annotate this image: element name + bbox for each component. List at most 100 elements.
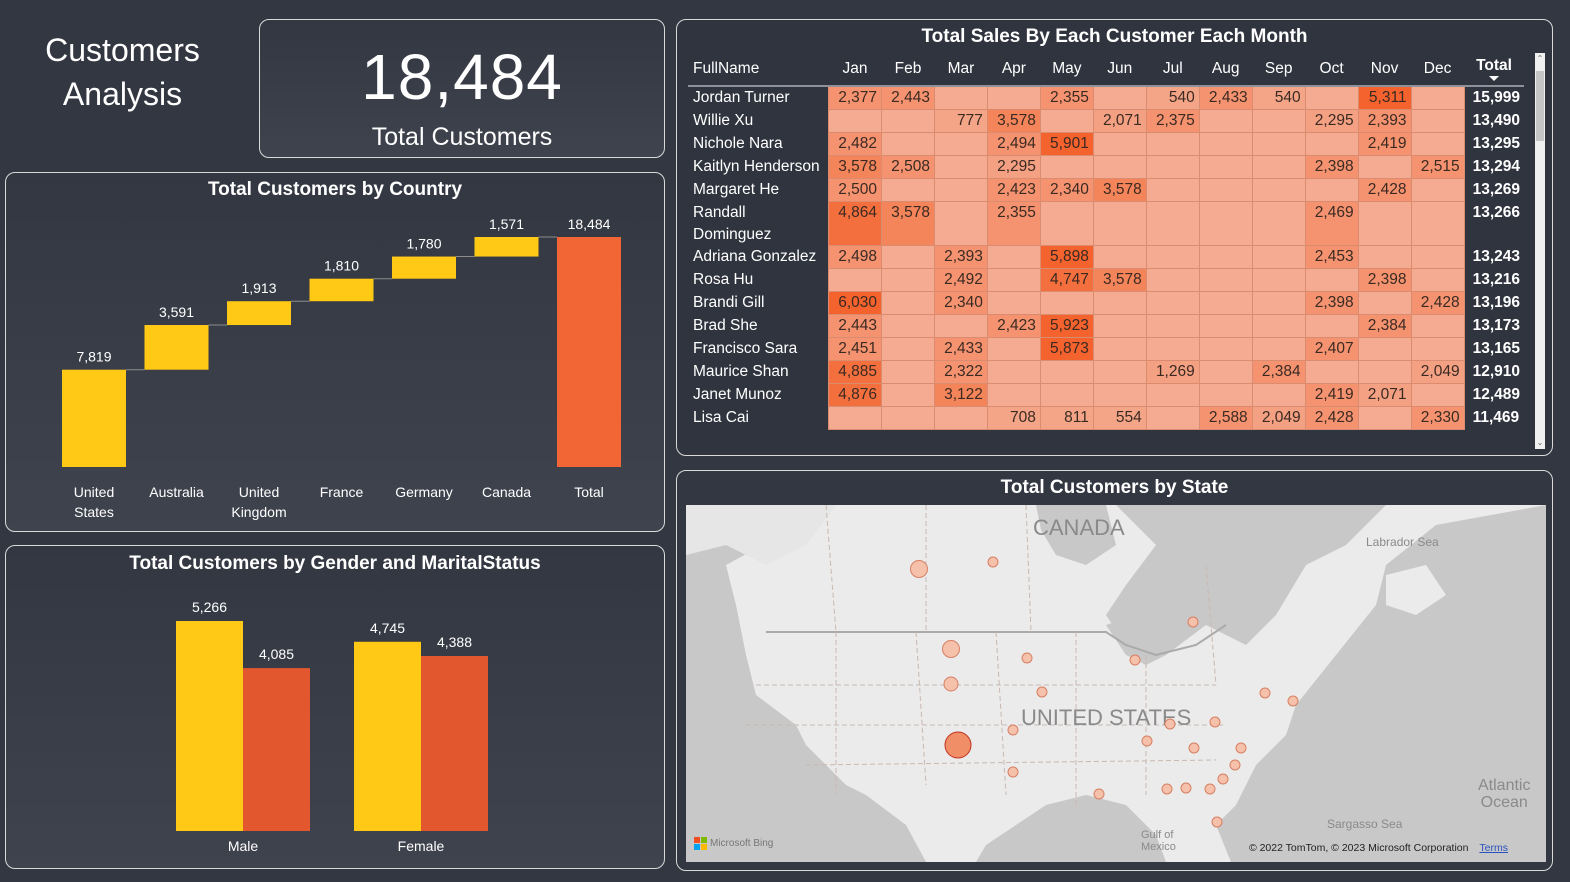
chart-title: Total Customers by Gender and MaritalSta… — [129, 553, 541, 574]
row-name: Jordan Turner — [693, 89, 790, 106]
map-bubbles — [910, 556, 1299, 828]
total-customers-card[interactable]: 18,484 Total Customers — [259, 19, 665, 158]
matrix-cell: 5,873 — [1039, 337, 1094, 361]
matrix-cell — [1198, 360, 1253, 384]
matrix-row[interactable]: Margaret He 2,500 2,423 2,340 3,578 2,428 13,2… — [688, 178, 1524, 202]
matrix-row[interactable]: Kaitlyn Henderson 3,578 2,508 2,295 2,398 2,5… — [688, 155, 1524, 179]
column-header-month[interactable]: Dec — [1411, 52, 1465, 87]
category-label: States — [74, 504, 114, 520]
matrix-cell — [1145, 314, 1200, 338]
matrix-row[interactable]: Nichole Nara 2,482 2,494 5,901 2,419 13,295 — [688, 132, 1524, 156]
gender-marital-chart[interactable]: Total Customers by Gender and MaritalSta… — [5, 545, 665, 869]
matrix-cell: 6,030 — [828, 291, 883, 315]
matrix-cell: 2,049 — [1251, 406, 1306, 430]
matrix-cell: 5,311 — [1357, 85, 1412, 110]
matrix-row[interactable]: Lisa Cai 708 811 554 2,588 2,049 2,428 2,330 11,… — [688, 406, 1524, 430]
scroll-thumb[interactable] — [1536, 71, 1544, 141]
scroll-down-icon[interactable]: ⌄ — [1536, 438, 1544, 447]
row-name: Brad She — [693, 316, 758, 334]
sales-matrix: FullName Jan Feb Mar Apr May Jun Jul Aug Sep Oct No… — [688, 52, 1524, 430]
scroll-up-icon[interactable]: ⌃ — [1536, 54, 1544, 63]
column-header-month[interactable]: Sep — [1252, 52, 1306, 87]
page-title-line1: Customers — [45, 32, 200, 68]
country-waterfall-chart[interactable]: Total Customers by Country 7,819 United St… — [5, 172, 665, 532]
matrix-row[interactable]: Francisco Sara 2,451 2,433 5,873 2,407 13,165 — [688, 337, 1524, 361]
matrix-cell: 2,433 — [933, 337, 988, 361]
matrix-cell: 2,322 — [933, 360, 988, 384]
matrix-cell — [1251, 178, 1306, 202]
matrix-row[interactable]: Rosa Hu 2,492 4,747 3,578 2,398 13,216 — [688, 268, 1524, 292]
label-canada: CANADA — [1033, 515, 1125, 540]
column-header-month[interactable]: Jun — [1093, 52, 1147, 87]
column-header-month[interactable]: Feb — [881, 52, 935, 87]
column-header-month[interactable]: Oct — [1305, 52, 1359, 87]
column-header-month[interactable]: Mar — [934, 52, 988, 87]
matrix-row[interactable]: Willie Xu 777 3,578 2,071 2,375 2,295 2,393 13,… — [688, 109, 1524, 133]
data-label: 5,266 — [192, 599, 227, 615]
row-total: 12,910 — [1464, 360, 1524, 384]
state-bubble — [987, 556, 999, 568]
matrix-cell: 540 — [1145, 85, 1200, 110]
data-label: 4,745 — [370, 620, 405, 636]
column-header-month[interactable]: May — [1040, 52, 1094, 87]
matrix-cell: 2,419 — [1304, 383, 1359, 407]
matrix-cell — [1251, 201, 1306, 246]
column-header-total[interactable]: Total — [1464, 52, 1524, 87]
matrix-cell — [1092, 383, 1147, 407]
column-header-month[interactable]: Aug — [1199, 52, 1253, 87]
matrix-cell: 2,588 — [1198, 406, 1253, 430]
matrix-cell: 2,393 — [933, 245, 988, 269]
matrix-row[interactable]: Brad She 2,443 2,423 5,923 2,384 13,173 — [688, 314, 1524, 338]
matrix-table-container[interactable]: FullName Jan Feb Mar Apr May Jun Jul Aug Sep Oct No… — [688, 52, 1524, 450]
land-north-america — [726, 505, 1546, 862]
matrix-row[interactable]: Brandi Gill 6,030 2,340 2,398 2,428 13,196 — [688, 291, 1524, 315]
column-header-month[interactable]: Nov — [1358, 52, 1412, 87]
state-map-card[interactable]: Total Customers by State CANADA UNITED S… — [676, 470, 1553, 871]
matrix-cell — [1304, 85, 1359, 110]
matrix-cell — [1251, 268, 1306, 292]
matrix-cell: 3,578 — [828, 155, 883, 179]
column-header-month[interactable]: Apr — [987, 52, 1041, 87]
matrix-row[interactable]: Jordan Turner 2,377 2,443 2,355 540 2,433 540 5… — [688, 85, 1524, 110]
map-canvas[interactable]: CANADA UNITED STATES Labrador Sea Atlant… — [686, 505, 1546, 862]
matrix-cell: 2,482 — [828, 132, 883, 156]
matrix-cell — [1304, 268, 1359, 292]
matrix-cell: 2,469 — [1304, 201, 1359, 246]
category-label: Kingdom — [231, 504, 286, 520]
column-header-fullname[interactable]: FullName — [688, 52, 829, 87]
state-bubble — [1021, 652, 1033, 664]
matrix-row[interactable]: Adriana Gonzalez 2,498 2,393 5,898 2,453 13,2… — [688, 245, 1524, 269]
matrix-cell: 2,428 — [1357, 178, 1412, 202]
matrix-cell: 4,747 — [1039, 268, 1094, 292]
matrix-cell — [1198, 291, 1253, 315]
row-total: 13,196 — [1464, 291, 1524, 315]
matrix-cell: 2,340 — [1039, 178, 1094, 202]
column-header-month[interactable]: Jul — [1146, 52, 1200, 87]
matrix-cell — [933, 132, 988, 156]
matrix-cell — [1304, 178, 1359, 202]
matrix-cell — [1039, 383, 1094, 407]
matrix-cell: 4,864 — [828, 201, 883, 246]
column-header-month[interactable]: Jan — [828, 52, 882, 87]
matrix-cell: 2,500 — [828, 178, 883, 202]
state-bubble — [1259, 687, 1271, 699]
matrix-cell — [1092, 360, 1147, 384]
matrix-row[interactable]: Janet Munoz 4,876 3,122 2,419 2,071 12,489 — [688, 383, 1524, 407]
matrix-cell — [881, 337, 935, 361]
matrix-row[interactable]: Randall Dominguez 4,864 3,578 2,355 2,469 13,… — [688, 201, 1524, 246]
matrix-cell — [1251, 109, 1306, 133]
vertical-scrollbar[interactable]: ⌃ ⌄ — [1535, 53, 1545, 449]
matrix-row[interactable]: Maurice Shan 4,885 2,322 1,269 2,384 2,049 12,… — [688, 360, 1524, 384]
row-name: Rosa Hu — [693, 270, 754, 288]
sales-matrix-card[interactable]: Total Sales By Each Customer Each Month … — [676, 19, 1553, 456]
gender-bar — [243, 668, 310, 831]
matrix-cell — [986, 268, 1041, 292]
matrix-cell — [1357, 155, 1412, 179]
matrix-cell — [1357, 406, 1412, 430]
matrix-cell: 2,398 — [1304, 291, 1359, 315]
state-bubble — [943, 676, 959, 692]
sort-descending-icon[interactable] — [1489, 75, 1500, 81]
row-total: 13,173 — [1464, 314, 1524, 338]
state-bubble — [1229, 759, 1241, 771]
terms-link[interactable]: Terms — [1479, 842, 1508, 854]
